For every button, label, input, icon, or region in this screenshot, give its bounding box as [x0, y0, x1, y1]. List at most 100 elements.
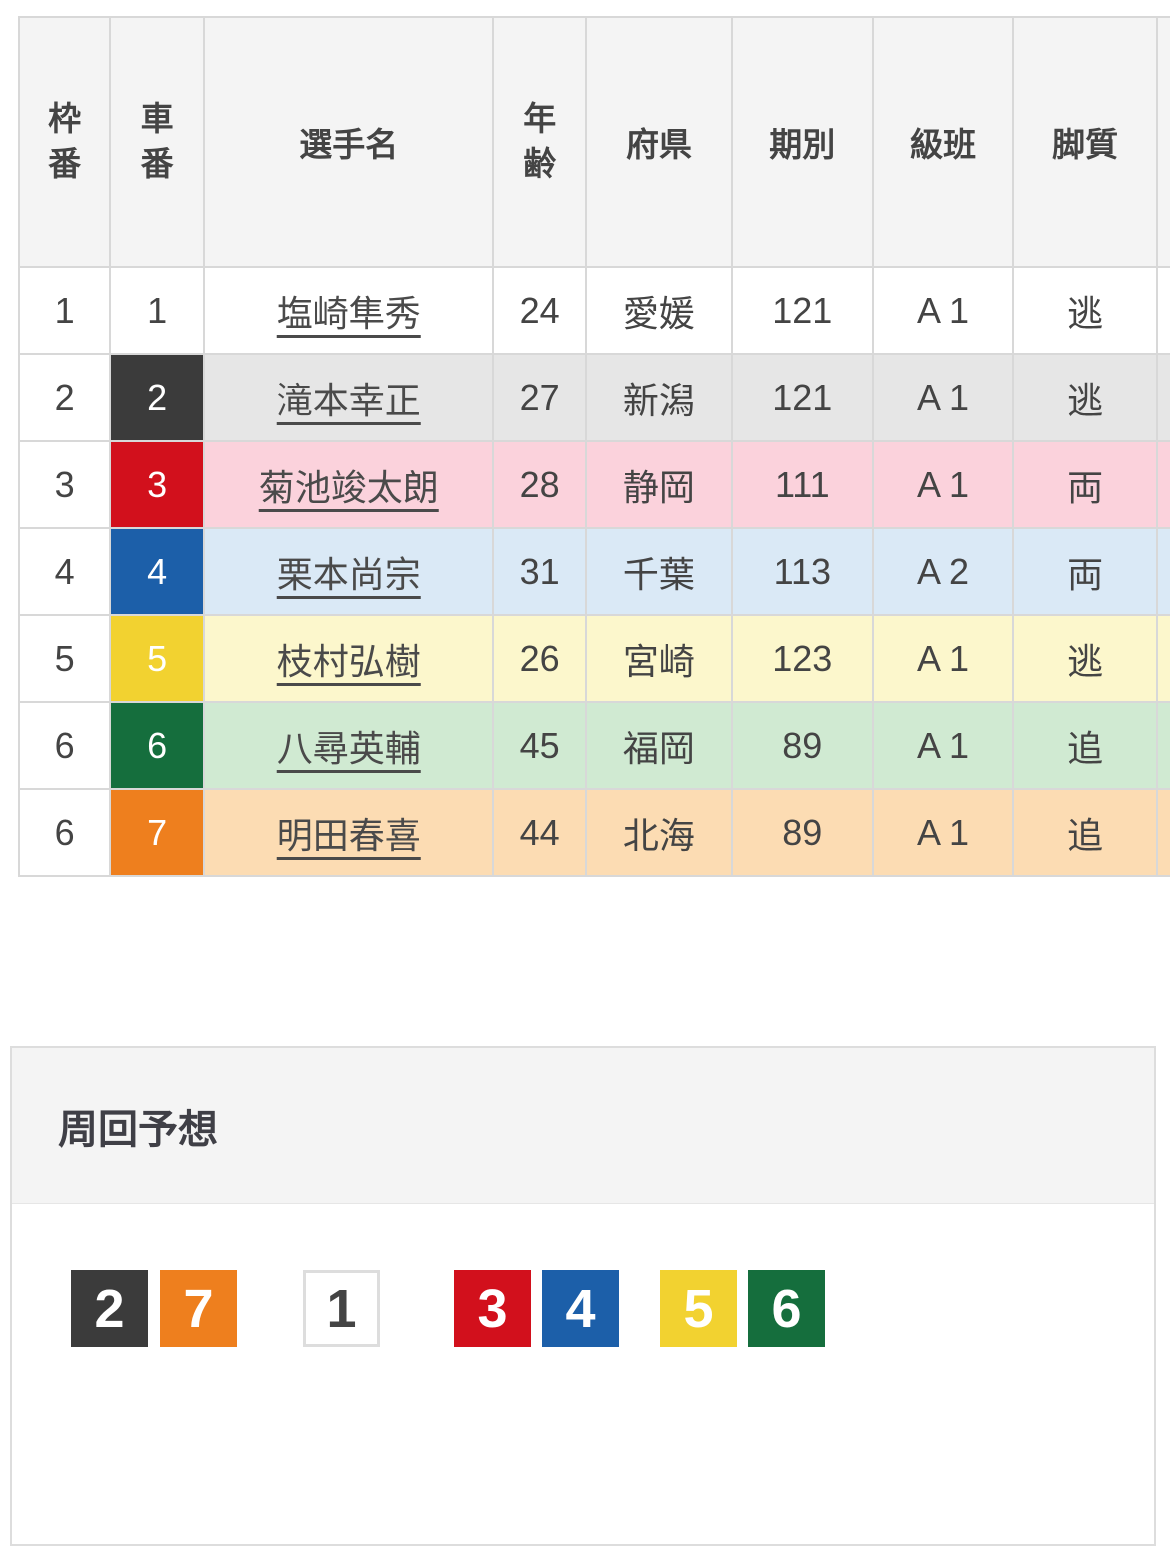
rider-row: 2 2 滝本幸正 27 新潟 121 A 1 逃 3.92 97.50 5 [18, 353, 1170, 442]
rider-name-cell: 明田春喜 [203, 788, 495, 877]
lap-prediction-line: 2 7 1 3 4 5 6 [12, 1270, 1154, 1347]
col-header-gear-ratio: ギア倍率 [1155, 16, 1170, 268]
car-number-cell: 7 [109, 788, 206, 877]
rider-box-7: 7 [160, 1270, 237, 1347]
grade-cell: A 2 [871, 527, 1015, 616]
prefecture-cell: 福岡 [584, 701, 733, 790]
lap-prediction-card: 周回予想 2 7 1 3 4 5 6 [10, 1046, 1156, 1546]
leg-style-cell: 追 [1012, 788, 1158, 877]
gear-ratio-cell: 3.92 [1155, 701, 1170, 790]
age-cell: 28 [492, 440, 587, 529]
rider-name-cell: 栗本尚宗 [203, 527, 495, 616]
rider-name-link[interactable]: 八尋英輔 [276, 727, 421, 769]
prefecture-cell: 愛媛 [584, 266, 733, 355]
rider-row: 5 5 枝村弘樹 26 宮崎 123 A 1 逃 3.92 89.38 2 [18, 614, 1170, 703]
leg-style-cell: 追 [1012, 701, 1158, 790]
prefecture-cell: 新潟 [584, 353, 733, 442]
age-cell: 26 [492, 614, 587, 703]
col-header-leg-style: 脚質 [1012, 16, 1158, 268]
rider-name-link[interactable]: 栗本尚宗 [276, 553, 421, 595]
age-cell: 24 [492, 266, 587, 355]
col-header-waku: 枠番 [18, 16, 112, 268]
age-cell: 27 [492, 353, 587, 442]
col-header-grade: 級班 [871, 16, 1015, 268]
rider-name-cell: 塩崎隼秀 [203, 266, 495, 355]
waku-number-cell: 5 [18, 614, 112, 703]
term-cell: 123 [730, 614, 874, 703]
rider-name-cell: 八尋英輔 [203, 701, 495, 790]
grade-cell: A 1 [871, 701, 1015, 790]
age-cell: 44 [492, 788, 587, 877]
rider-name-link[interactable]: 塩崎隼秀 [276, 292, 421, 334]
rider-box-4: 4 [542, 1270, 619, 1347]
grade-cell: A 1 [871, 440, 1015, 529]
col-header-rider-name: 選手名 [203, 16, 495, 268]
rider-name-link[interactable]: 明田春喜 [276, 814, 421, 856]
leg-style-cell: 両 [1012, 440, 1158, 529]
grade-cell: A 1 [871, 353, 1015, 442]
leg-style-cell: 逃 [1012, 614, 1158, 703]
waku-number-cell: 4 [18, 527, 112, 616]
col-header-car-number: 車番 [109, 16, 206, 268]
gear-ratio-cell: 3.92 [1155, 788, 1170, 877]
rider-box-5: 5 [660, 1270, 737, 1347]
rider-name-link[interactable]: 枝村弘樹 [276, 640, 421, 682]
col-header-prefecture: 府県 [584, 16, 733, 268]
waku-number-cell: 2 [18, 353, 112, 442]
gear-ratio-cell: 3.92 [1155, 440, 1170, 529]
prefecture-cell: 北海 [584, 788, 733, 877]
term-cell: 113 [730, 527, 874, 616]
col-header-term: 期別 [730, 16, 874, 268]
grade-cell: A 1 [871, 788, 1015, 877]
car-number-cell: 3 [109, 440, 206, 529]
col-header-age: 年齢 [492, 16, 587, 268]
prefecture-cell: 千葉 [584, 527, 733, 616]
rider-row: 4 4 栗本尚宗 31 千葉 113 A 2 両 3.92 91.00 5 [18, 527, 1170, 616]
rider-box-1: 1 [303, 1270, 380, 1347]
car-number-cell: 2 [109, 353, 206, 442]
lap-prediction-body: 2 7 1 3 4 5 6 [12, 1270, 1154, 1347]
car-number-cell: 5 [109, 614, 206, 703]
lap-prediction-title: 周回予想 [58, 1107, 218, 1152]
rider-name-cell: 滝本幸正 [203, 353, 495, 442]
waku-number-cell: 3 [18, 440, 112, 529]
lap-prediction-header: 周回予想 [12, 1048, 1154, 1204]
leg-style-cell: 逃 [1012, 353, 1158, 442]
waku-number-cell: 6 [18, 701, 112, 790]
rider-box-3: 3 [454, 1270, 531, 1347]
car-number-cell: 6 [109, 701, 206, 790]
term-cell: 111 [730, 440, 874, 529]
gear-ratio-cell: 3.92 [1155, 353, 1170, 442]
leg-style-cell: 両 [1012, 527, 1158, 616]
age-cell: 31 [492, 527, 587, 616]
gear-ratio-cell: 3.92 [1155, 266, 1170, 355]
rider-box-2: 2 [71, 1270, 148, 1347]
car-number-cell: 1 [109, 266, 206, 355]
leg-style-cell: 逃 [1012, 266, 1158, 355]
rider-name-link[interactable]: 滝本幸正 [276, 379, 421, 421]
rider-row: 6 7 明田春喜 44 北海 89 A 1 追 3.92 87.30 5 [18, 788, 1170, 877]
race-table-wrap: 枠番 車番 選手名 年齢 府県 期別 級班 脚質 ギア倍率 競争得点 1 1 1… [18, 16, 1170, 877]
waku-number-cell: 6 [18, 788, 112, 877]
age-cell: 45 [492, 701, 587, 790]
race-entry-table: 枠番 車番 選手名 年齢 府県 期別 級班 脚質 ギア倍率 競争得点 1 1 1… [18, 16, 1170, 877]
car-number-cell: 4 [109, 527, 206, 616]
term-cell: 121 [730, 266, 874, 355]
term-cell: 121 [730, 353, 874, 442]
waku-number-cell: 1 [18, 266, 112, 355]
term-cell: 89 [730, 788, 874, 877]
rider-row: 3 3 菊池竣太朗 28 静岡 111 A 1 両 3.92 92.50 9 [18, 440, 1170, 529]
gear-ratio-cell: 3.92 [1155, 614, 1170, 703]
prefecture-cell: 静岡 [584, 440, 733, 529]
rider-name-cell: 枝村弘樹 [203, 614, 495, 703]
prefecture-cell: 宮崎 [584, 614, 733, 703]
rider-name-link[interactable]: 菊池竣太朗 [258, 466, 439, 508]
grade-cell: A 1 [871, 266, 1015, 355]
grade-cell: A 1 [871, 614, 1015, 703]
term-cell: 89 [730, 701, 874, 790]
rider-row: 1 1 塩崎隼秀 24 愛媛 121 A 1 逃 3.92 97.62 4 [18, 266, 1170, 355]
gear-ratio-cell: 3.92 [1155, 527, 1170, 616]
rider-box-6: 6 [748, 1270, 825, 1347]
rider-row: 6 6 八尋英輔 45 福岡 89 A 1 追 3.92 89.11 3 [18, 701, 1170, 790]
rider-name-cell: 菊池竣太朗 [203, 440, 495, 529]
